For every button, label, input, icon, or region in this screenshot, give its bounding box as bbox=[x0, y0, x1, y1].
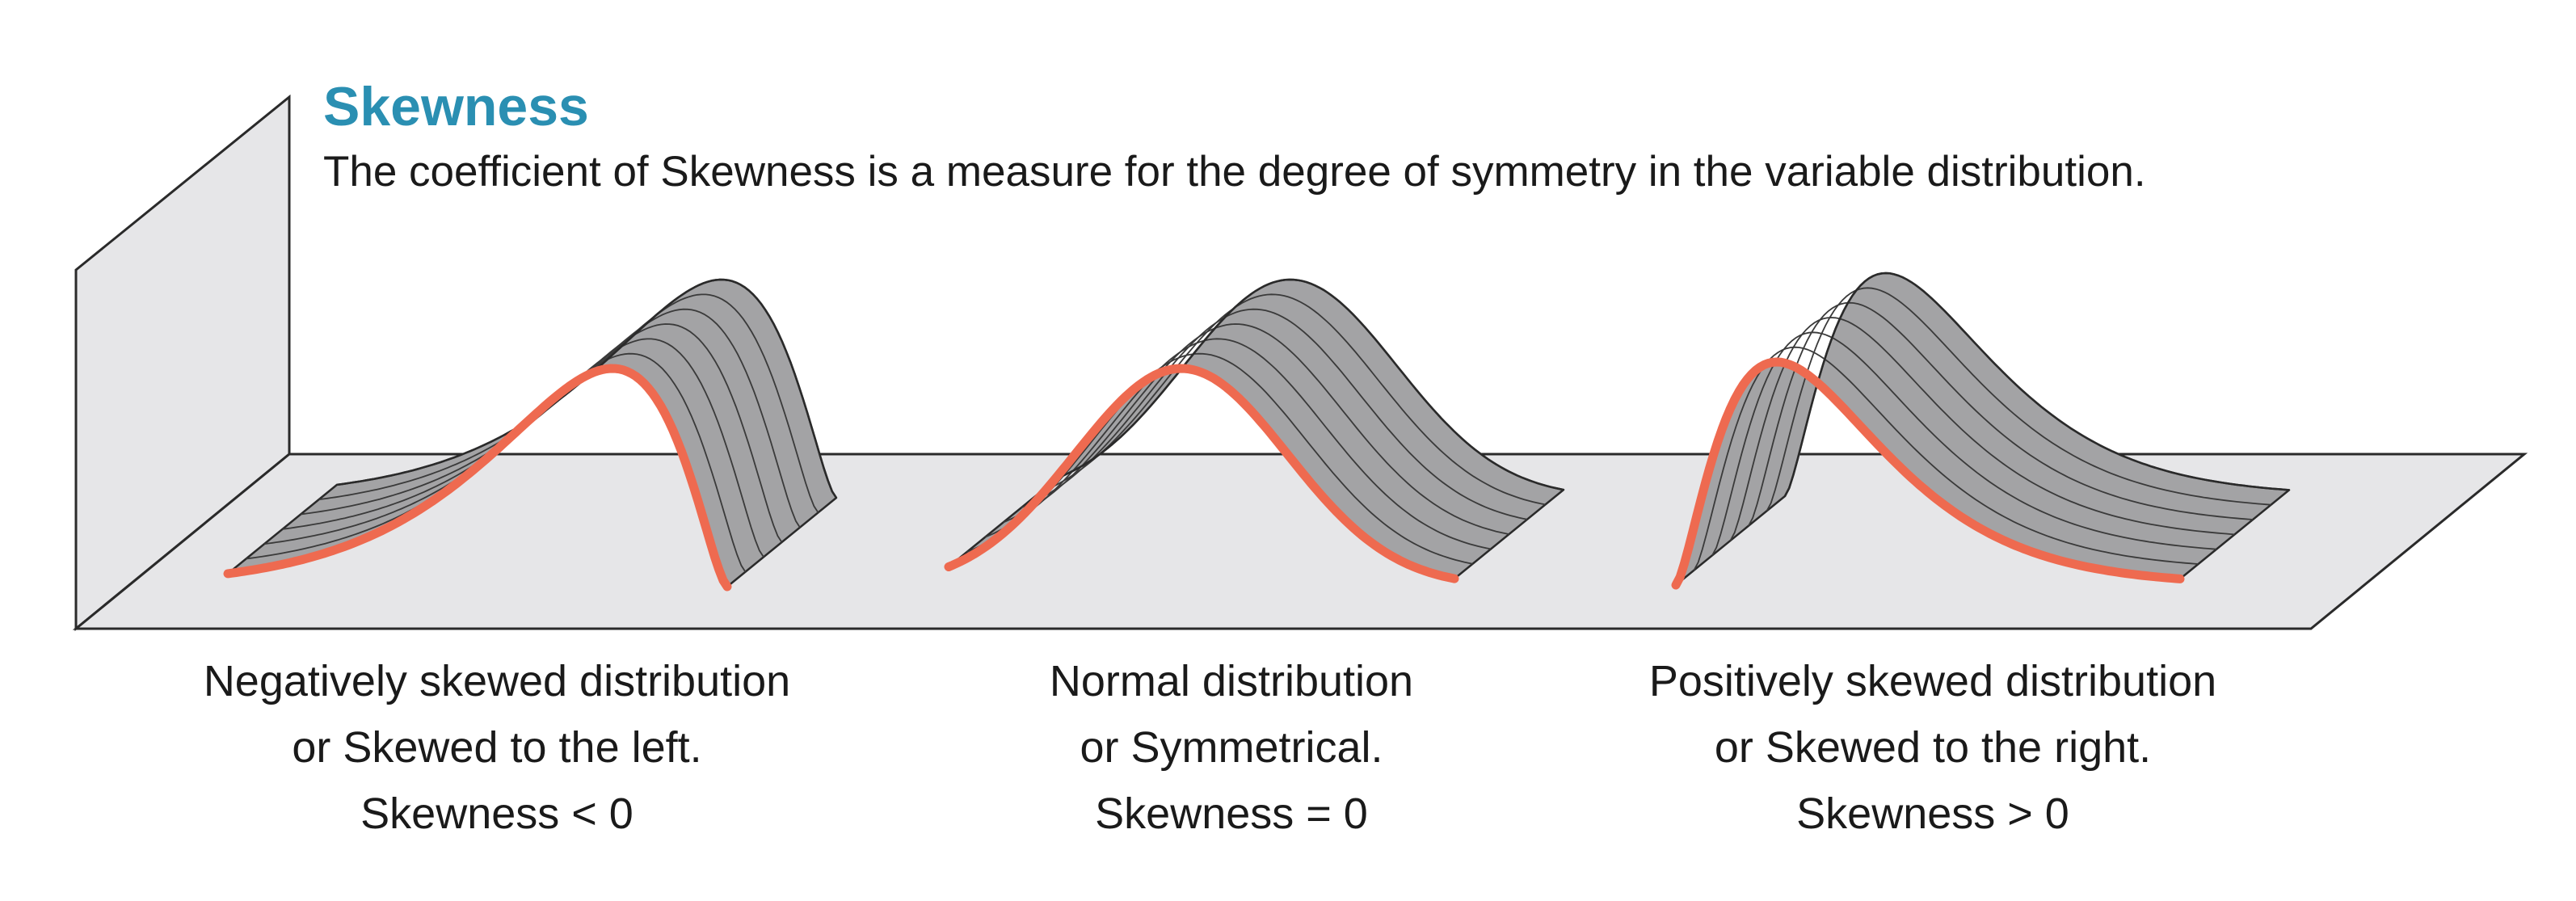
surface-ribbon-line bbox=[984, 338, 1492, 550]
caption-normal-line1: Normal distribution bbox=[1049, 657, 1414, 705]
caption-normal-line3: Skewness = 0 bbox=[1095, 789, 1368, 838]
surface-back-edge bbox=[1783, 272, 2290, 497]
distribution-surface-normal bbox=[944, 278, 1565, 583]
surface-ribbon-line bbox=[1729, 317, 2235, 541]
distribution-curve-positive bbox=[1671, 357, 2185, 590]
surface-ribbon-line bbox=[1039, 293, 1546, 506]
caption-positive-line3: Skewness > 0 bbox=[1796, 789, 2069, 838]
caption-positive-line1: Positively skewed distribution bbox=[1648, 657, 2217, 705]
surface-ribbon-line bbox=[1711, 331, 2217, 556]
caption-normal-line2: or Symmetrical. bbox=[1080, 723, 1383, 772]
distribution-curve-negative bbox=[223, 364, 732, 592]
diagram-title: Skewness bbox=[323, 76, 589, 137]
distribution-surface-positive bbox=[1671, 272, 2291, 590]
caption-negative-skew: Negatively skewed distribution or Skewed… bbox=[53, 648, 941, 847]
surface-ribbon-line bbox=[1021, 308, 1528, 520]
distribution-surface-negative bbox=[223, 278, 838, 592]
floor-plane bbox=[72, 453, 2528, 630]
surface-back-edge bbox=[1057, 278, 1564, 491]
surface-ribbon-line bbox=[1748, 301, 2254, 527]
caption-negative-line2: or Skewed to the left. bbox=[292, 723, 702, 772]
surface-ribbon-line bbox=[1003, 323, 1509, 535]
caption-negative-line1: Negatively skewed distribution bbox=[203, 657, 791, 705]
caption-negative-line3: Skewness < 0 bbox=[360, 789, 633, 838]
distribution-curve-normal bbox=[944, 364, 1459, 583]
caption-positive-line2: or Skewed to the right. bbox=[1714, 723, 2152, 772]
surface-ribbon-line bbox=[1766, 287, 2271, 512]
surface-ribbon-line bbox=[1693, 346, 2199, 571]
diagram-subtitle: The coefficient of Skewness is a measure… bbox=[323, 148, 2146, 196]
caption-normal: Normal distribution or Symmetrical. Skew… bbox=[787, 648, 1676, 847]
caption-positive-skew: Positively skewed distribution or Skewed… bbox=[1488, 648, 2377, 847]
